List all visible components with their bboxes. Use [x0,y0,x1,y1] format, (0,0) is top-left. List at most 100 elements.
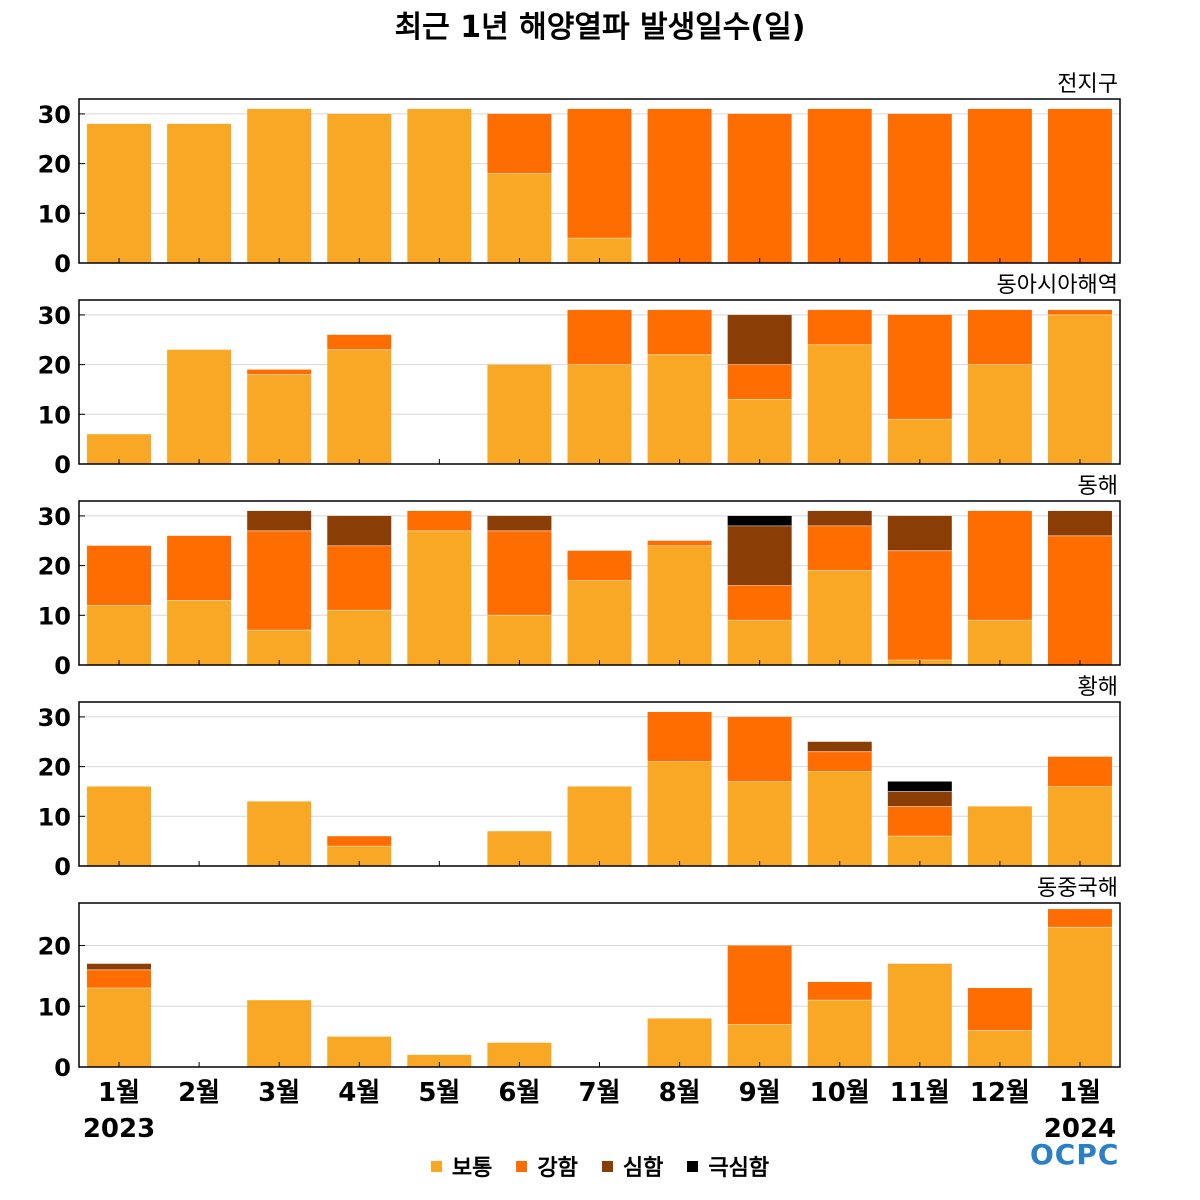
bar-보통-3 [247,374,312,464]
y-tick-label: 20 [38,553,71,581]
bar-강함-13 [1047,309,1112,315]
x-tick-label: 6월 [498,1078,540,1108]
bar-강함-11 [887,806,952,837]
legend-label: 강함 [537,1156,578,1181]
bar-강함-3 [247,369,312,375]
legend-item-보통: 보통 [430,1150,493,1182]
ocpc-logo: OCPC [1030,1138,1120,1171]
y-tick-label: 20 [38,151,71,179]
bar-강함-1 [87,969,152,989]
bar-강함-9 [727,716,792,782]
bar-보통-3 [247,108,312,263]
bar-보통-11 [887,419,952,464]
bar-보통-7 [567,364,632,464]
bar-심함-3 [247,510,312,531]
bar-심함-11 [887,791,952,807]
bar-강함-8 [647,309,712,355]
bar-강함-11 [887,550,952,661]
panel-frame [78,299,1121,465]
bar-보통-1 [87,786,152,866]
bar-보통-3 [247,1000,312,1067]
bar-강함-2 [167,535,232,601]
x-tick-label: 3월 [258,1078,300,1108]
bar-강함-7 [567,309,632,365]
bar-보통-9 [727,620,792,665]
bar-보통-6 [487,364,552,464]
bar-강함-1 [87,545,152,606]
bar-강함-6 [487,530,552,616]
bar-심함-10 [807,510,872,526]
bar-보통-4 [327,610,392,665]
panel-frame [78,701,1121,867]
bar-보통-13 [1047,786,1112,866]
bar-보통-1 [87,123,152,264]
bar-보통-9 [727,1024,792,1067]
x-tick-label: 8월 [659,1078,701,1108]
bar-강함-9 [727,364,792,400]
legend-swatch [601,1160,613,1172]
bar-보통-12 [967,1030,1032,1067]
y-tick-label: 30 [38,302,71,330]
x-tick-label: 4월 [338,1078,380,1108]
bar-강함-6 [487,113,552,174]
y-tick-label: 10 [38,401,71,429]
bar-보통-2 [167,600,232,665]
bar-강함-11 [887,314,952,420]
panel-frame [78,98,1121,264]
chart-title: 최근 1년 해양열파 발생일수(일) [394,10,806,45]
bar-강함-10 [807,981,872,1001]
bar-강함-5 [407,510,472,531]
y-tick-label: 10 [38,803,71,831]
y-tick-label: 20 [38,933,71,961]
bar-강함-4 [327,545,392,611]
bar-보통-10 [807,771,872,866]
bar-보통-11 [887,963,952,1067]
bar-강함-10 [807,309,872,345]
x-tick-label: 9월 [739,1078,781,1108]
bar-보통-13 [1047,927,1112,1067]
y-tick-label: 0 [54,250,71,278]
legend-label: 극심함 [708,1156,770,1181]
bar-극심함-11 [887,781,952,792]
bar-보통-6 [487,615,552,665]
bar-강함-13 [1047,535,1112,665]
panel-5: 0 10 20 동중국해 [38,876,1121,1082]
y-tick-label: 0 [54,1054,71,1082]
bar-보통-8 [647,545,712,665]
bar-보통-10 [807,570,872,665]
legend-label: 보통 [451,1156,493,1181]
year-label-end: 2024 [1044,1114,1116,1140]
bar-심함-1 [87,963,152,970]
bar-보통-1 [87,605,152,665]
year-label-start: 2023 [83,1114,155,1140]
y-tick-label: 30 [38,503,71,531]
legend-label: 심함 [622,1156,664,1181]
bar-강함-8 [647,540,712,546]
bar-강함-12 [967,309,1032,365]
x-tick-label: 1월 [1059,1078,1101,1108]
panel-frame [78,902,1121,1068]
panel-title: 동아시아해역 [997,273,1118,298]
bar-강함-10 [807,525,872,571]
bar-강함-9 [727,945,792,1025]
bar-보통-10 [807,1000,872,1067]
panel-title: 동중국해 [1037,876,1118,901]
y-tick-label: 30 [38,101,71,129]
bar-강함-7 [567,108,632,239]
y-tick-label: 20 [38,754,71,782]
bar-강함-10 [807,751,872,772]
y-tick-label: 10 [38,200,71,228]
legend-swatch [430,1160,442,1172]
bar-강함-7 [567,550,632,581]
bar-보통-12 [967,806,1032,866]
bar-강함-12 [967,108,1032,263]
bar-보통-6 [487,173,552,263]
panel-frame [78,500,1121,666]
x-tick-label: 1월 [98,1078,140,1108]
x-tick-label: 10월 [810,1078,870,1108]
bar-심함-9 [727,314,792,365]
chart-canvas: 0 10 20 30 전지구 0 10 20 30 동아시아해역 0 10 20 30 동해 0 10 20 30 황… [38,72,1121,1140]
y-tick-label: 0 [54,451,71,479]
bar-보통-10 [807,344,872,464]
y-tick-label: 0 [54,853,71,881]
